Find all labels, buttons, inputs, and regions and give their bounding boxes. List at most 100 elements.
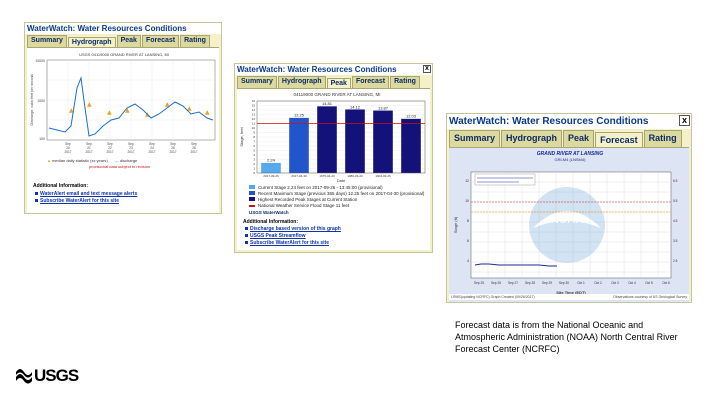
close-icon[interactable]: x [679,115,690,126]
caption: Forecast data is from the National Ocean… [455,320,678,354]
y-tick-label: 0 [253,171,255,175]
y-tick-label: 16 [252,99,256,103]
tab-forecast[interactable]: Forecast [141,35,180,47]
tab-summary[interactable]: Summary [449,130,501,147]
bar-value-label: 12.03 [406,114,417,119]
svg-text:6: 6 [467,239,469,243]
svg-text:Sep: Sep [191,142,197,146]
svg-text:8: 8 [467,219,469,223]
window-title: WaterWatch: Water Resources Conditions x [235,64,432,75]
forecast-date-label: Oct 6 [662,281,670,285]
svg-text:4.5: 4.5 [673,219,678,223]
window-title: WaterWatch: Water Resources Conditions x [447,114,691,129]
forecast-chart: GRAND RIVER AT LANSING GRLM4 (LNSM4) NOA… [453,151,678,300]
chart-title: USGS 04119000 GRAND RIVER AT LANSING, MI [79,52,169,57]
tab-peak[interactable]: Peak [563,130,595,147]
wateralert-link[interactable]: WaterAlert email and text message alerts [35,191,137,197]
peak-bar [345,109,365,173]
tab-rating[interactable]: Rating [390,76,420,88]
y-tick-label: 2 [253,162,255,166]
svg-text:USGS: USGS [34,366,79,384]
hydrograph-panel: WaterWatch: Water Resources Conditions S… [24,22,222,214]
y-tick-label: 13 [252,113,256,117]
window-title: WaterWatch: Water Resources Conditions [25,23,221,34]
y-tick-label: 15 [252,104,256,108]
svg-text:Sep: Sep [170,142,176,146]
svg-text:NOAA: NOAA [551,214,583,226]
tab-hydrograph[interactable]: Hydrograph [277,76,326,88]
bar-value-label: 14.81 [322,101,333,106]
tab-summary[interactable]: Summary [237,76,277,88]
svg-text:24: 24 [150,146,154,150]
usgs-watermark: USGS WaterWatch [249,210,289,215]
tab-summary[interactable]: Summary [27,35,67,47]
svg-text:▲: ▲ [69,107,74,114]
legend-median: ▲ median daily statistic (xx years) — di… [47,158,138,163]
tab-bar: Summary Hydrograph Peak Forecast Rating [447,130,691,147]
y-tick-label: 10 [252,126,256,130]
legend-current: Current Stage 2.24 feet on 2017-09-26 - … [249,185,432,190]
forecast-date-label: Oct 5 [645,281,653,285]
chart-subtitle: GRLM4 (LNSM4) [555,157,587,162]
svg-text:Sep: Sep [86,142,92,146]
legend-recent-max: Recent Maximum Stage (previous 365 days)… [249,191,432,196]
noaa-watermark: NOAA [529,187,605,263]
tab-peak[interactable]: Peak [116,35,141,47]
close-icon[interactable]: x [423,65,431,73]
tab-rating[interactable]: Rating [180,35,210,47]
tab-rating[interactable]: Rating [643,130,682,147]
forecast-panel: WaterWatch: Water Resources Conditions x… [446,113,692,303]
svg-text:Sep: Sep [128,142,134,146]
svg-text:Discharge, cubic feet per seco: Discharge, cubic feet per second [30,74,34,125]
peak-content: 04119000 GRAND RIVER AT LANSING, MI Stag… [237,88,430,250]
y-tick-label: 14 [252,108,256,112]
svg-text:22: 22 [108,146,112,150]
y-tick-label: 6 [253,144,255,148]
bar-value-label: 14.12 [350,104,361,109]
peak-bar [401,118,421,173]
svg-text:▲: ▲ [87,101,92,108]
svg-text:6.5: 6.5 [673,179,678,183]
subscribe-wateralert-link[interactable]: Subscribe WaterAlert for this site [245,240,329,246]
svg-text:Stage (ft): Stage (ft) [453,216,458,233]
svg-text:26: 26 [192,146,196,150]
x-axis-label: Date [337,178,346,183]
svg-text:2017: 2017 [106,150,113,154]
x-tick-label: 1904-03-26 [375,174,391,178]
svg-text:23: 23 [129,146,133,150]
svg-text:100: 100 [39,137,45,141]
svg-text:5.5: 5.5 [673,199,678,203]
svg-text:10000: 10000 [35,59,45,63]
peak-panel: WaterWatch: Water Resources Conditions x… [234,63,433,253]
legend-flood-stage: National Weather Service Flood Stage 11 … [249,203,432,208]
tab-hydrograph[interactable]: Hydrograph [501,130,563,147]
tab-peak[interactable]: Peak [326,78,351,88]
x-tick-label: 1980-03-20 [347,174,363,178]
additional-info-label: Additional Information: [243,219,298,225]
svg-text:2017: 2017 [127,150,134,154]
footer-left: LRMS(updating NCRFC) Graph Created (09/2… [451,295,535,299]
tab-hydrograph[interactable]: Hydrograph [67,37,116,47]
svg-text:Sep: Sep [107,142,113,146]
forecast-date-label: Oct 4 [628,281,636,285]
bar-value-label: 13.87 [378,105,389,110]
x-tick-label: 1975-04-20 [319,174,335,178]
x-axis-label: Site Time (EDT) [556,290,586,295]
svg-text:▲: ▲ [187,105,192,112]
svg-text:2017: 2017 [64,150,71,154]
tab-bar: Summary Hydrograph Peak Forecast Rating [25,35,221,47]
tab-forecast[interactable]: Forecast [351,76,390,88]
tab-forecast[interactable]: Forecast [595,132,643,147]
peak-streamflow-link[interactable]: USGS Peak Streamflow [245,233,306,239]
hydrograph-chart: USGS 04119000 GRAND RIVER AT LANSING, MI… [30,52,216,154]
forecast-date-label: Sep 25 [474,281,484,285]
usgs-logo: USGS [16,366,80,384]
svg-text:4: 4 [467,259,469,263]
subscribe-wateralert-link[interactable]: Subscribe WaterAlert for this site [35,198,119,204]
chart-title: GRAND RIVER AT LANSING [537,151,604,157]
discharge-version-link[interactable]: Discharge based version of this graph [245,226,341,232]
svg-text:▲: ▲ [165,101,170,108]
bar-value-label: 12.25 [294,113,305,118]
y-tick-label: 4 [253,153,255,157]
forecast-date-label: Sep 30 [559,281,569,285]
